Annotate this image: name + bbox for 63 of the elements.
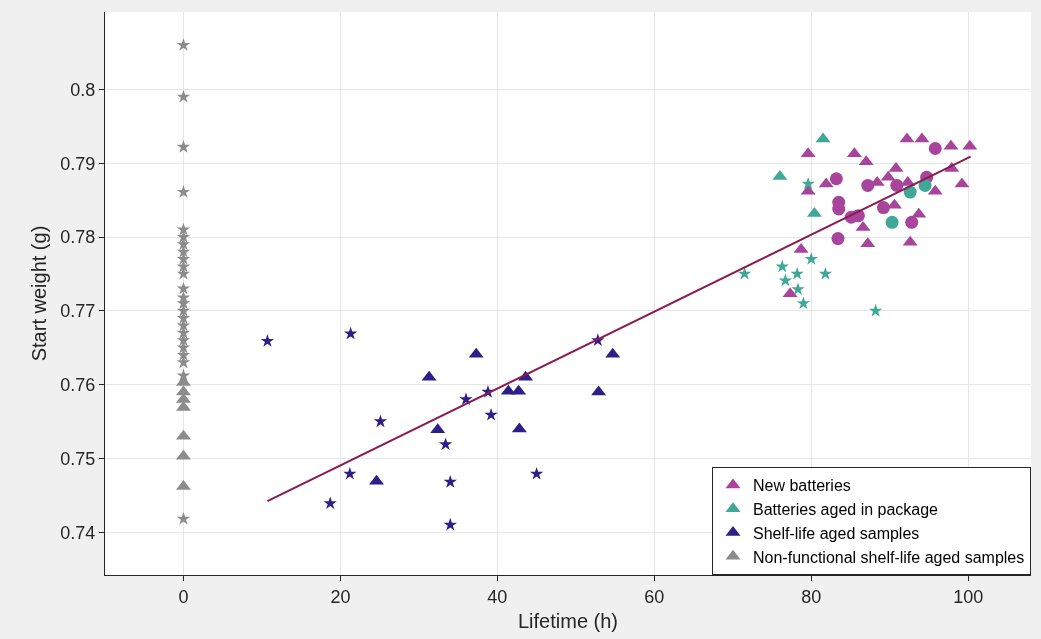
point — [176, 185, 191, 198]
point — [176, 355, 191, 369]
point — [804, 252, 818, 265]
x-tick-label: 40 — [487, 586, 508, 607]
point — [796, 296, 811, 310]
y-tick-label: 0.76 — [60, 374, 96, 395]
y-axis-title: Start weight (g) — [27, 225, 50, 362]
point — [737, 266, 752, 280]
x-tick-label: 20 — [330, 586, 351, 607]
x-tick-label: 60 — [644, 586, 665, 607]
x-axis-title: Lifetime (h) — [517, 610, 619, 633]
x-tick-label: 100 — [953, 586, 984, 607]
point — [918, 178, 932, 192]
point — [775, 259, 789, 273]
point — [818, 266, 833, 280]
y-tick-label: 0.8 — [70, 79, 96, 100]
point — [176, 348, 191, 361]
point — [176, 230, 191, 243]
point — [928, 142, 942, 155]
x-tick-label: 0 — [178, 586, 189, 607]
point — [176, 140, 191, 153]
point — [176, 368, 191, 382]
y-tick-label: 0.75 — [60, 448, 96, 469]
y-tick-label: 0.74 — [60, 522, 96, 543]
point — [484, 407, 498, 421]
point — [778, 273, 793, 287]
point — [260, 334, 275, 347]
point — [176, 237, 191, 251]
point — [791, 282, 805, 296]
point — [176, 89, 191, 103]
point — [790, 266, 804, 280]
y-tick-label: 0.78 — [60, 227, 96, 248]
point — [438, 437, 453, 451]
legend-label: Shelf-life aged samples — [753, 524, 920, 542]
point — [176, 252, 191, 265]
point — [801, 176, 815, 190]
x-tick-label: 80 — [801, 586, 822, 607]
point — [373, 414, 388, 428]
point — [323, 496, 337, 510]
point — [876, 201, 890, 215]
legend-label: New batteries — [753, 477, 851, 495]
point — [443, 475, 457, 488]
point — [861, 178, 875, 192]
point — [905, 215, 919, 229]
point — [176, 259, 191, 273]
y-tick-label: 0.77 — [60, 301, 96, 322]
legend-label: Batteries aged in package — [753, 500, 939, 518]
point — [343, 466, 357, 480]
point — [831, 232, 845, 246]
point — [176, 311, 191, 324]
point — [885, 215, 899, 229]
y-tick-label: 0.79 — [60, 153, 96, 174]
point — [176, 38, 191, 51]
point — [343, 326, 358, 340]
point — [176, 333, 191, 347]
point — [459, 392, 473, 406]
point — [443, 517, 457, 531]
point — [890, 178, 904, 192]
point — [529, 466, 544, 480]
point — [829, 172, 843, 186]
point — [868, 303, 883, 317]
point — [176, 511, 191, 525]
legend-label: Non-functional shelf-life aged samples — [753, 548, 1025, 566]
